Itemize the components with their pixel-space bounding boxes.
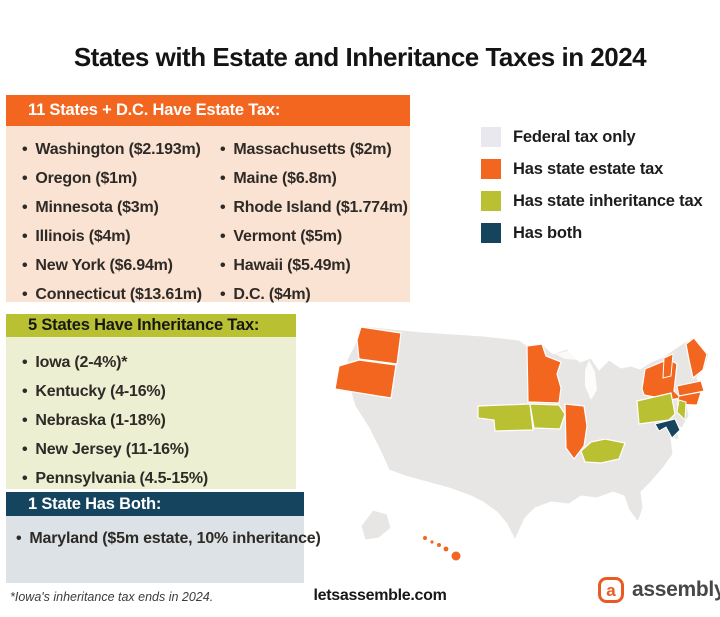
estate-tax-list: Washington ($2.193m) Oregon ($1m) Minnes… <box>6 126 410 303</box>
estate-tax-box: 11 States + D.C. Have Estate Tax: Washin… <box>6 95 410 303</box>
estate-tax-column-2: Massachusetts ($2m) Maine ($6.8m) Rhode … <box>220 135 408 303</box>
list-item: Minnesota ($3m) <box>22 193 220 222</box>
list-item: Illinois ($4m) <box>22 222 220 251</box>
inheritance-tax-swatch <box>481 191 501 211</box>
list-item: Nebraska (1-18%) <box>22 406 296 435</box>
brand-logo: a assembly <box>597 576 720 604</box>
estate-tax-column-1: Washington ($2.193m) Oregon ($1m) Minnes… <box>22 135 220 303</box>
legend-item-inheritance: Has state inheritance tax <box>481 191 703 211</box>
us-map-svg <box>334 325 710 561</box>
map-state-minnesota <box>526 343 562 404</box>
list-item: Kentucky (4-16%) <box>22 377 296 406</box>
both-taxes-box: 1 State Has Both: Maryland ($5m estate, … <box>6 492 321 583</box>
list-item: Maryland ($5m estate, 10% inheritance) <box>16 524 320 553</box>
federal-tax-swatch <box>481 127 501 147</box>
inheritance-tax-list: Iowa (2-4%)* Kentucky (4-16%) Nebraska (… <box>6 337 296 489</box>
estate-tax-swatch <box>481 159 501 179</box>
inheritance-tax-header: 5 States Have Inheritance Tax: <box>6 314 296 337</box>
us-map-base <box>346 325 710 542</box>
list-item: Maine ($6.8m) <box>220 164 408 193</box>
inheritance-tax-box: 5 States Have Inheritance Tax: Iowa (2-4… <box>6 314 296 489</box>
list-item: New York ($6.94m) <box>22 251 220 280</box>
assembly-logo-icon: a <box>598 577 624 603</box>
map-state-oregon <box>334 359 397 399</box>
website-url: letsassemble.com <box>313 587 447 604</box>
legend-label: Has both <box>513 223 582 242</box>
list-item: Oregon ($1m) <box>22 164 220 193</box>
legend-label: Federal tax only <box>513 127 636 146</box>
both-taxes-list: Maryland ($5m estate, 10% inheritance) <box>6 516 321 583</box>
map-state-washington <box>356 326 402 365</box>
lake-michigan <box>585 360 597 400</box>
map-state-maine <box>685 337 708 380</box>
list-item: New Jersey (11-16%) <box>22 435 296 464</box>
list-item: Vermont ($5m) <box>220 222 408 251</box>
legend-label: Has state inheritance tax <box>513 191 703 210</box>
legend-item-estate: Has state estate tax <box>481 159 702 179</box>
both-taxes-header: 1 State Has Both: <box>6 492 304 516</box>
map-state-alaska <box>360 509 392 541</box>
brand-name: assembly <box>632 578 720 601</box>
list-item: D.C. ($4m) <box>220 280 408 309</box>
list-item: Rhode Island ($1.774m) <box>220 193 408 222</box>
list-item: Pennsylvania (4.5-15%) <box>22 464 296 493</box>
list-item: Hawaii ($5.49m) <box>220 251 408 280</box>
map-state-maryland <box>654 418 681 439</box>
list-item: Connecticut ($13.61m) <box>22 280 220 309</box>
map-state-pennsylvania <box>636 392 676 425</box>
lake-superior <box>555 350 581 360</box>
page-title: States with Estate and Inheritance Taxes… <box>73 42 647 72</box>
map-state-iowa <box>529 403 566 430</box>
map-legend: Federal tax only Has state estate tax Ha… <box>481 127 703 255</box>
both-taxes-items: Maryland ($5m estate, 10% inheritance) <box>16 524 320 553</box>
inheritance-tax-items: Iowa (2-4%)* Kentucky (4-16%) Nebraska (… <box>22 348 296 493</box>
map-state-vermont <box>662 353 674 379</box>
svg-text:a: a <box>606 581 616 600</box>
map-state-new-jersey <box>676 399 687 422</box>
both-taxes-swatch <box>481 223 501 243</box>
iowa-footnote: *Iowa's inheritance tax ends in 2024. <box>10 590 214 604</box>
list-item: Massachusetts ($2m) <box>220 135 408 164</box>
estate-tax-header: 11 States + D.C. Have Estate Tax: <box>6 95 410 126</box>
map-state-illinois <box>564 403 588 461</box>
list-item: Washington ($2.193m) <box>22 135 220 164</box>
map-state-kentucky <box>580 438 626 464</box>
map-state-hawaii <box>423 536 461 561</box>
us-choropleth-map <box>333 312 715 578</box>
legend-item-federal: Federal tax only <box>481 127 702 147</box>
legend-item-both: Has both <box>481 223 702 243</box>
legend-label: Has state estate tax <box>513 159 664 178</box>
list-item: Iowa (2-4%)* <box>22 348 296 377</box>
